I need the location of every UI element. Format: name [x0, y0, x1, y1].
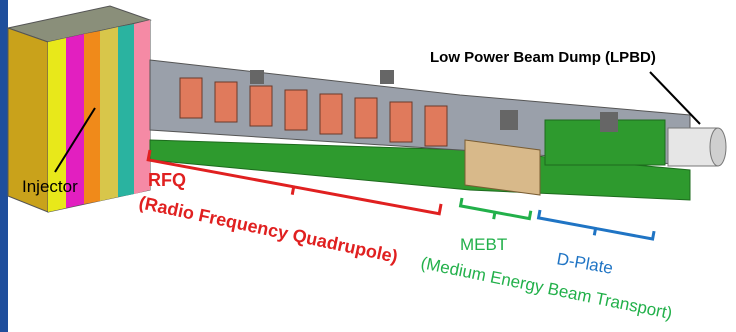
beamline: [150, 60, 690, 200]
rfq-acronym: RFQ: [148, 170, 186, 190]
dplate-bracket: [537, 210, 654, 246]
rfq-full: (Radio Frequency Quadrupole): [137, 192, 399, 266]
beam-dump: [668, 128, 726, 166]
mebt-acronym: MEBT: [460, 235, 507, 254]
mebt-full: (Medium Energy Beam Transport): [419, 253, 674, 323]
lpbd-label: Low Power Beam Dump (LPBD): [430, 49, 656, 66]
dplate-label: D-Plate: [555, 249, 614, 278]
page: Low Power Beam Dump (LPBD) Injector RFQ …: [0, 0, 736, 332]
diagram: Low Power Beam Dump (LPBD) Injector RFQ …: [0, 0, 736, 332]
injector-label: Injector: [22, 177, 78, 196]
mebt-bracket: [459, 198, 531, 226]
side-bar: [0, 0, 8, 332]
